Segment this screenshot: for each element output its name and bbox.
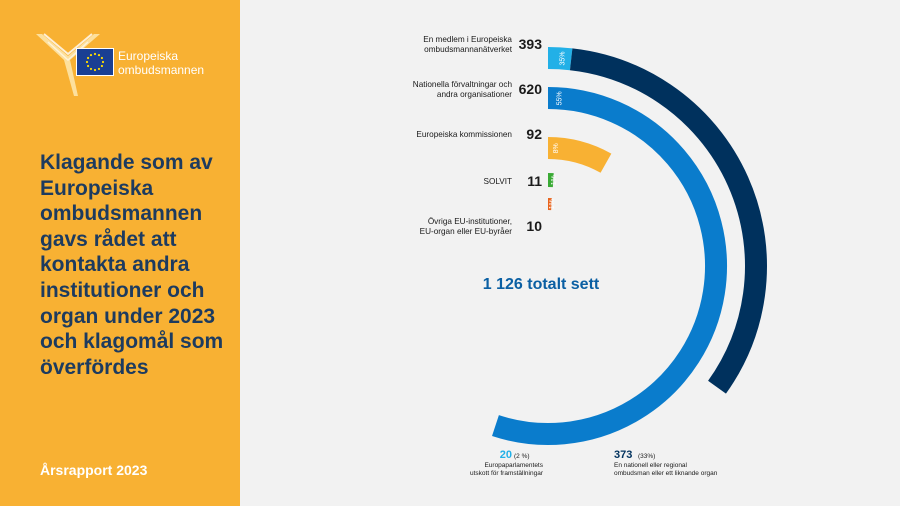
ring-value-label: 620 (519, 81, 543, 97)
segment-category-label: Europaparlamentets (484, 462, 543, 469)
eu-star (101, 60, 105, 64)
headline: Klagande som av Europeiska ombudsmannen … (40, 151, 224, 379)
ring-category-label: SOLVIT (483, 177, 512, 186)
ring-category-label: Övriga EU-institutioner, (428, 216, 512, 226)
ring-share-label: 55% (557, 91, 564, 105)
segment-share-label: (2 %) (514, 453, 530, 460)
eu-star (86, 64, 90, 68)
ring-value-label: 10 (526, 218, 542, 234)
ring-share-label: 35% (559, 52, 566, 66)
eu-star (93, 68, 97, 72)
organization-name-line1: Europeiska (118, 49, 179, 63)
ring-category-label: Europeiska kommissionen (416, 130, 512, 139)
organization-name: Europeiska ombudsmannen (118, 49, 204, 77)
eu-flag-icon (76, 48, 114, 76)
ring-category-label: Nationella förvaltningar och (413, 80, 513, 89)
eu-star (89, 53, 93, 57)
eu-star (86, 56, 90, 60)
eu-star (97, 67, 101, 71)
eu-star (85, 60, 89, 64)
ring-value-label: 11 (527, 173, 542, 189)
ring-value-label: 393 (519, 36, 543, 52)
eu-star (93, 52, 97, 56)
segment-value-label: 20 (500, 449, 512, 461)
total-label: 1 126 totalt sett (483, 276, 600, 293)
ring-category-label: andra organisationer (437, 90, 512, 99)
ring-arc (547, 137, 612, 173)
left-panel: Europeiska ombudsmannen Klagande som av … (0, 0, 240, 506)
report-footer: Årsrapport 2023 (40, 462, 148, 478)
ring-segment-arc (569, 48, 767, 394)
eu-star (97, 53, 101, 57)
segment-category-label: utskott för framställningar (470, 470, 544, 477)
segment-value-label: 373 (614, 449, 632, 461)
ring-share-label: 8% (553, 143, 560, 153)
ring-share-label: 1% (549, 199, 556, 209)
ring-value-label: 92 (526, 126, 542, 142)
ring-arc (492, 87, 727, 445)
eu-star (100, 64, 104, 68)
eu-star (100, 56, 104, 60)
segment-share-label: (33%) (638, 453, 655, 460)
ring-category-label: ombudsmannanätverket (424, 45, 513, 54)
eu-stars-icon (85, 52, 105, 72)
segment-category-label: ombudsman eller ett liknande organ (614, 470, 718, 477)
ring-share-label: 1% (551, 175, 558, 185)
segment-category-label: En nationell eller regional (614, 462, 688, 469)
ring-segment-arc (547, 46, 573, 71)
eu-star (89, 67, 93, 71)
organization-name-line2: ombudsmannen (118, 63, 205, 77)
ring-category-label: EU-organ eller EU-byråer (420, 226, 513, 236)
ring-category-label: En medlem i Europeiska (423, 35, 512, 44)
